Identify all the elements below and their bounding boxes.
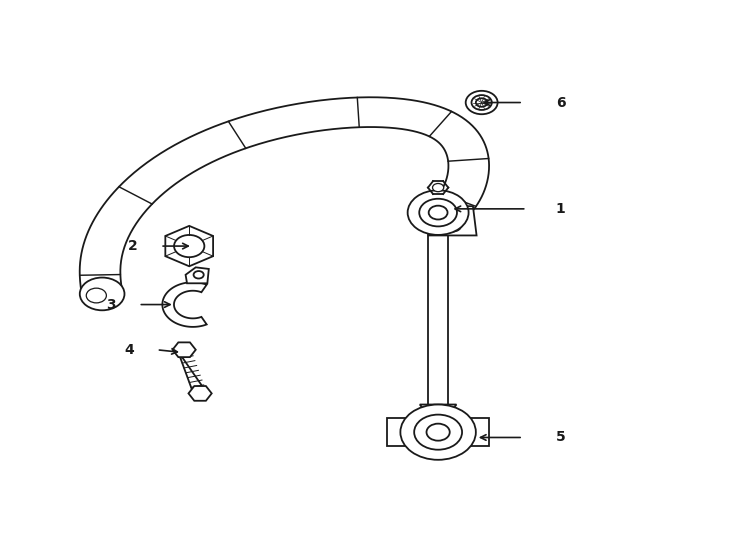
Circle shape (407, 190, 468, 235)
Text: 1: 1 (556, 202, 565, 216)
Bar (428, 231, 448, 407)
Circle shape (432, 184, 443, 192)
Text: 2: 2 (128, 239, 137, 253)
Circle shape (80, 278, 125, 310)
Circle shape (426, 424, 450, 441)
Circle shape (419, 199, 457, 226)
Circle shape (471, 95, 492, 110)
Circle shape (400, 404, 476, 460)
Text: 4: 4 (124, 343, 134, 357)
Circle shape (429, 206, 448, 219)
Polygon shape (162, 282, 207, 327)
Circle shape (465, 91, 498, 114)
Polygon shape (186, 267, 208, 284)
Circle shape (414, 415, 462, 450)
Polygon shape (388, 418, 412, 446)
Text: 5: 5 (556, 430, 565, 444)
Circle shape (87, 288, 106, 303)
Polygon shape (165, 226, 213, 266)
Circle shape (444, 219, 462, 232)
Text: 3: 3 (106, 298, 115, 312)
Polygon shape (172, 342, 196, 357)
Text: 6: 6 (556, 96, 565, 110)
Circle shape (476, 98, 487, 107)
Polygon shape (80, 97, 489, 295)
Polygon shape (465, 418, 489, 446)
Circle shape (194, 271, 204, 279)
Polygon shape (429, 206, 476, 235)
Circle shape (174, 235, 204, 257)
Polygon shape (189, 386, 211, 401)
Polygon shape (420, 404, 457, 416)
